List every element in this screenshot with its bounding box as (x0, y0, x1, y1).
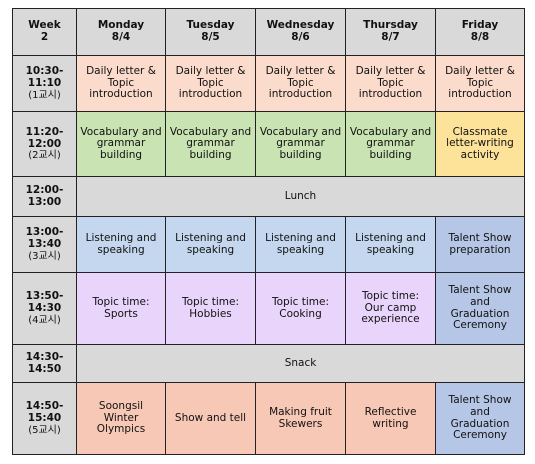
day-header-friday: Friday 8/8 (435, 8, 525, 56)
activity-cell-wednesday: Listening and speaking (255, 216, 346, 273)
time-slot: 14:50- 15:40 (5교시) (12, 382, 77, 455)
schedule-row: 12:00- 13:00 Lunch (12, 176, 525, 217)
day-header-thursday: Thursday 8/7 (345, 8, 436, 56)
activity-cell-wednesday: Daily letter & Topic introduction (255, 55, 346, 112)
activity-cell-wednesday: Making fruit Skewers (255, 382, 346, 455)
activity-cell-friday: Talent Show preparation (435, 216, 525, 273)
time-slot: 10:30- 11:10 (1교시) (12, 55, 77, 112)
activity-cell-friday: Daily letter & Topic introduction (435, 55, 525, 112)
period-label: (2교시) (28, 150, 61, 162)
activity-cell-wednesday: Vocabulary and grammar building (255, 111, 346, 177)
schedule-body: 10:30- 11:10 (1교시) Daily letter & Topic intro… (12, 55, 525, 455)
period-label: (4교시) (28, 314, 61, 326)
weekly-schedule-table: Week 2 Monday 8/4 Tuesday 8/5 Wednesday … (12, 8, 525, 455)
schedule-row: 14:50- 15:40 (5교시) Soongsil Winter Olympics Sh… (12, 382, 525, 455)
activity-cell-thursday: Daily letter & Topic introduction (345, 55, 436, 112)
activity-cell-tuesday: Vocabulary and grammar building (165, 111, 256, 177)
activity-cell-monday: Daily letter & Topic introduction (76, 55, 166, 112)
time-slot: 12:00- 13:00 (12, 176, 77, 217)
time-slot: 14:30- 14:50 (12, 344, 77, 383)
activity-cell-tuesday: Daily letter & Topic introduction (165, 55, 256, 112)
activity-cell-monday: Topic time: Sports (76, 272, 166, 345)
activity-cell-wednesday: Topic time: Cooking (255, 272, 346, 345)
activity-cell-monday: Soongsil Winter Olympics (76, 382, 166, 455)
header-row: Week 2 Monday 8/4 Tuesday 8/5 Wednesday … (12, 8, 525, 56)
day-header-tuesday: Tuesday 8/5 (165, 8, 256, 56)
period-label: (5교시) (28, 424, 61, 436)
schedule-row: 13:50- 14:30 (4교시) Topic time: Sports Topic t… (12, 272, 525, 345)
activity-cell-thursday: Vocabulary and grammar building (345, 111, 436, 177)
activity-cell-friday: Classmate letter-writing activity (435, 111, 525, 177)
activity-cell-friday: Talent Show and Graduation Ceremony (435, 272, 525, 345)
activity-cell-thursday: Reflective writing (345, 382, 436, 455)
activity-cell-tuesday: Topic time: Hobbies (165, 272, 256, 345)
time-slot: 13:50- 14:30 (4교시) (12, 272, 77, 345)
day-header-monday: Monday 8/4 (76, 8, 166, 56)
activity-cell-tuesday: Listening and speaking (165, 216, 256, 273)
schedule-row: 14:30- 14:50 Snack (12, 344, 525, 383)
week-label: Week 2 (12, 8, 77, 56)
activity-cell-tuesday: Show and tell (165, 382, 256, 455)
activity-cell-friday: Talent Show and Graduation Ceremony (435, 382, 525, 455)
break-cell: Snack (76, 344, 525, 383)
activity-cell-thursday: Listening and speaking (345, 216, 436, 273)
activity-cell-monday: Vocabulary and grammar building (76, 111, 166, 177)
day-header-wednesday: Wednesday 8/6 (255, 8, 346, 56)
period-label: (3교시) (28, 250, 61, 262)
time-slot: 11:20- 12:00 (2교시) (12, 111, 77, 177)
time-slot: 13:00- 13:40 (3교시) (12, 216, 77, 273)
period-label: (1교시) (28, 89, 61, 101)
schedule-row: 10:30- 11:10 (1교시) Daily letter & Topic intro… (12, 55, 525, 112)
activity-cell-monday: Listening and speaking (76, 216, 166, 273)
schedule-row: 13:00- 13:40 (3교시) Listening and speaking Lis… (12, 216, 525, 273)
break-cell: Lunch (76, 176, 525, 217)
activity-cell-thursday: Topic time: Our camp experience (345, 272, 436, 345)
schedule-row: 11:20- 12:00 (2교시) Vocabulary and grammar bui… (12, 111, 525, 177)
